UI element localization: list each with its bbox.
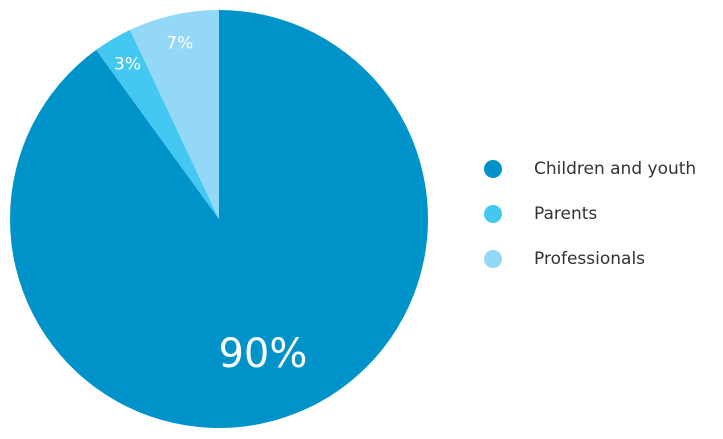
legend-swatch-children-and-youth (484, 160, 502, 178)
legend-swatch-parents (484, 205, 502, 223)
legend-item-parents: Parents (484, 202, 720, 226)
pie-label-children-and-youth: 90% (218, 331, 307, 377)
legend-item-professionals: Professionals (484, 247, 720, 271)
legend-label-parents: Parents (534, 204, 598, 224)
legend-label-children-and-youth: Children and youth (534, 159, 697, 179)
pie-slice-parents (96, 29, 219, 220)
pie-slice-professionals (130, 10, 219, 219)
pie-slice-children-and-youth (9, 10, 429, 428)
legend-swatch-professionals (484, 250, 502, 268)
pie-slices (9, 10, 429, 428)
legend-label-professionals: Professionals (534, 249, 646, 269)
legend-item-children-and-youth: Children and youth (484, 157, 720, 181)
pie-value-labels: 90% 3% 7% (114, 34, 307, 378)
legend: Children and youth Parents Professionals (484, 157, 720, 292)
pie-label-parents: 3% (114, 54, 141, 74)
pie-label-professionals: 7% (166, 34, 193, 54)
